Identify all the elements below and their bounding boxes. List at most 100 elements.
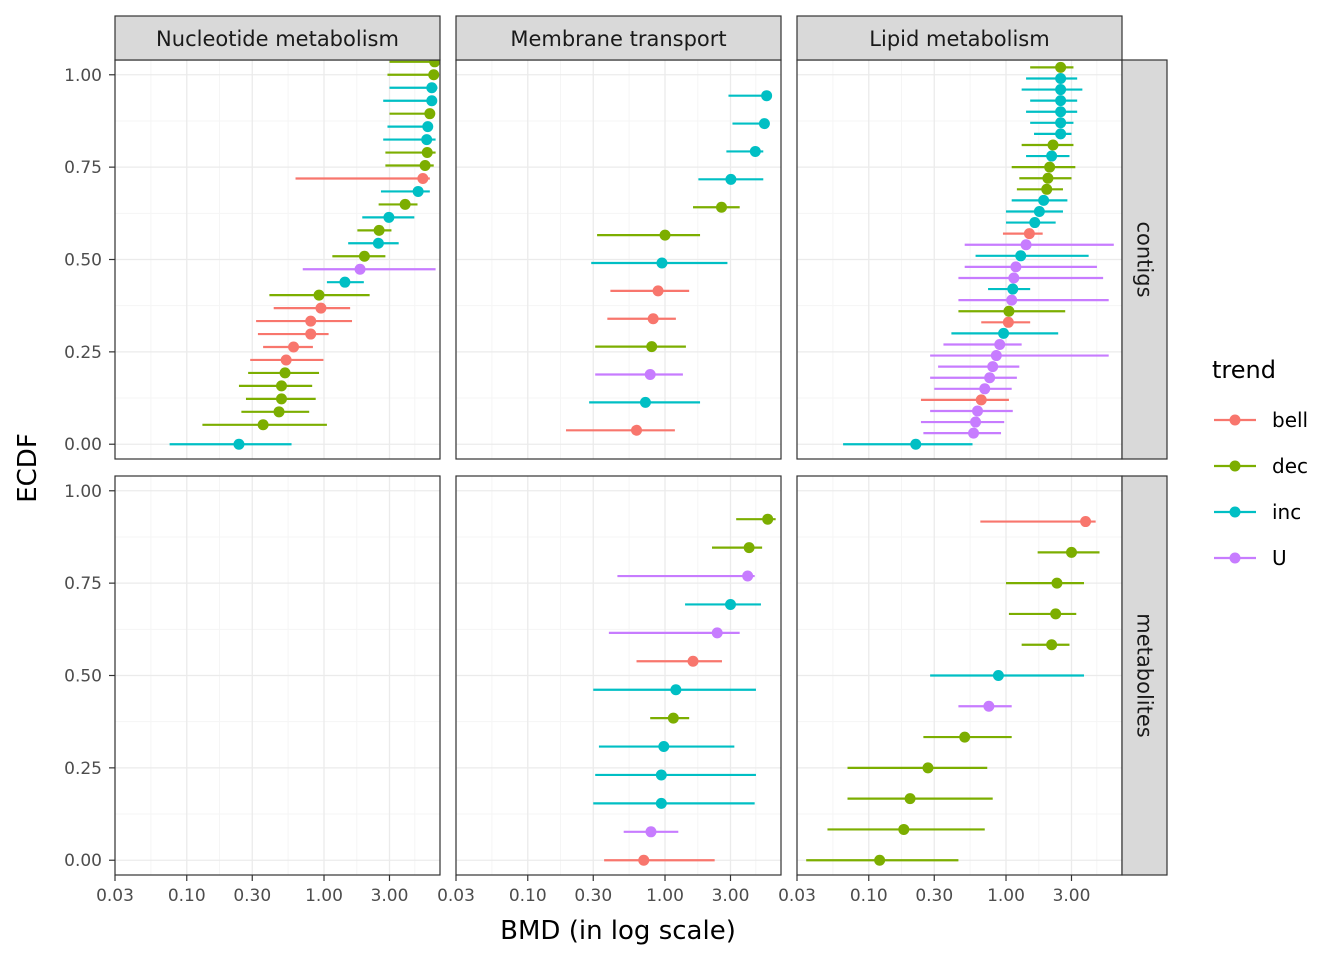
x-axis-title: BMD (in log scale) — [500, 916, 736, 946]
point-inc — [1055, 106, 1067, 118]
legend: trend bell dec inc U — [1212, 356, 1308, 570]
point-U — [968, 427, 980, 439]
point-inc — [421, 134, 433, 146]
point-U — [990, 350, 1002, 362]
point-dec — [313, 289, 325, 301]
panel-border — [455, 475, 782, 876]
panel-membrane-transport-metabolites — [455, 475, 782, 876]
point-U — [711, 627, 723, 639]
strips-layer: Nucleotide metabolism Membrane transport L… — [114, 15, 1168, 876]
point-dec — [1051, 577, 1063, 589]
point-bell — [1023, 228, 1035, 240]
point-dec — [275, 380, 287, 392]
x-tick-label: 0.03 — [96, 886, 134, 906]
x-tick-label: 0.10 — [509, 886, 547, 906]
legend-key-point — [1229, 460, 1241, 472]
point-dec — [1047, 139, 1059, 151]
point-dec — [922, 762, 934, 774]
x-tick-label: 0.03 — [437, 886, 475, 906]
point-dec — [743, 542, 755, 554]
point-bell — [280, 354, 292, 366]
point-inc — [761, 90, 773, 102]
point-inc — [725, 173, 737, 185]
x-tick-label: 0.30 — [233, 886, 271, 906]
point-inc — [1029, 217, 1041, 229]
point-U — [742, 570, 754, 582]
point-inc — [422, 121, 434, 133]
point-U — [1006, 294, 1018, 306]
point-U — [983, 700, 995, 712]
facet-strip-label: Membrane transport — [510, 27, 726, 51]
facet-strip-column — [114, 15, 441, 61]
point-U — [1010, 261, 1022, 273]
point-dec — [762, 513, 774, 525]
legend-label: bell — [1272, 408, 1308, 432]
x-tick-label: 1.00 — [305, 886, 343, 906]
point-dec — [667, 712, 679, 724]
point-dec — [1050, 608, 1062, 620]
y-tick-label: 1.00 — [64, 66, 102, 86]
x-tick-label: 0.30 — [915, 886, 953, 906]
point-dec — [428, 69, 440, 81]
legend-label: inc — [1272, 500, 1301, 524]
point-inc — [412, 185, 424, 197]
x-tick-label: 0.10 — [850, 886, 888, 906]
y-tick-label: 0.50 — [64, 667, 102, 687]
y-axis-title: ECDF — [13, 433, 43, 503]
x-tick-label: 3.00 — [712, 886, 750, 906]
point-inc — [1055, 84, 1067, 96]
y-tick-label: 1.00 — [64, 482, 102, 502]
point-inc — [658, 741, 670, 753]
facet-strip-label: metabolites — [1133, 613, 1157, 737]
point-U — [644, 369, 656, 381]
point-inc — [372, 237, 384, 249]
y-tick-label: 0.00 — [64, 851, 102, 871]
point-inc — [1055, 72, 1067, 84]
x-tick-label: 1.00 — [646, 886, 684, 906]
point-dec — [257, 419, 269, 431]
y-tick-label: 0.75 — [64, 574, 102, 594]
point-dec — [273, 406, 285, 418]
point-U — [972, 405, 984, 417]
point-bell — [638, 854, 650, 866]
point-inc — [1055, 95, 1067, 107]
legend-label: U — [1272, 546, 1287, 570]
point-bell — [652, 285, 664, 297]
point-dec — [399, 198, 411, 210]
facet-strip-label: Nucleotide metabolism — [156, 27, 399, 51]
x-tick-label: 0.03 — [778, 886, 816, 906]
point-dec — [373, 224, 385, 236]
point-inc — [383, 211, 395, 223]
point-inc — [670, 684, 682, 696]
legend-key-point — [1229, 414, 1241, 426]
point-U — [987, 361, 999, 373]
point-inc — [655, 769, 667, 781]
facet-strip-label: contigs — [1133, 221, 1157, 297]
point-inc — [910, 438, 922, 450]
point-dec — [874, 854, 886, 866]
point-inc — [1033, 205, 1045, 217]
point-inc — [1055, 117, 1067, 129]
y-tick-label: 0.25 — [64, 343, 102, 363]
point-bell — [305, 328, 317, 340]
point-bell — [647, 313, 659, 325]
panel-lipid-metabolism-contigs — [796, 59, 1123, 460]
point-dec — [1003, 305, 1015, 317]
point-inc — [758, 118, 770, 130]
y-tick-label: 0.75 — [64, 158, 102, 178]
point-inc — [749, 145, 761, 157]
facet-strip-row — [1121, 475, 1168, 876]
point-dec — [659, 229, 671, 241]
point-dec — [358, 250, 370, 262]
point-inc — [1015, 250, 1027, 262]
point-dec — [1065, 546, 1077, 558]
point-U — [994, 338, 1006, 350]
point-inc — [655, 797, 667, 809]
point-dec — [898, 823, 910, 835]
point-inc — [1055, 128, 1067, 140]
point-dec — [959, 731, 971, 743]
y-tick-label: 0.25 — [64, 759, 102, 779]
y-tick-label: 0.00 — [64, 435, 102, 455]
point-U — [979, 383, 991, 395]
